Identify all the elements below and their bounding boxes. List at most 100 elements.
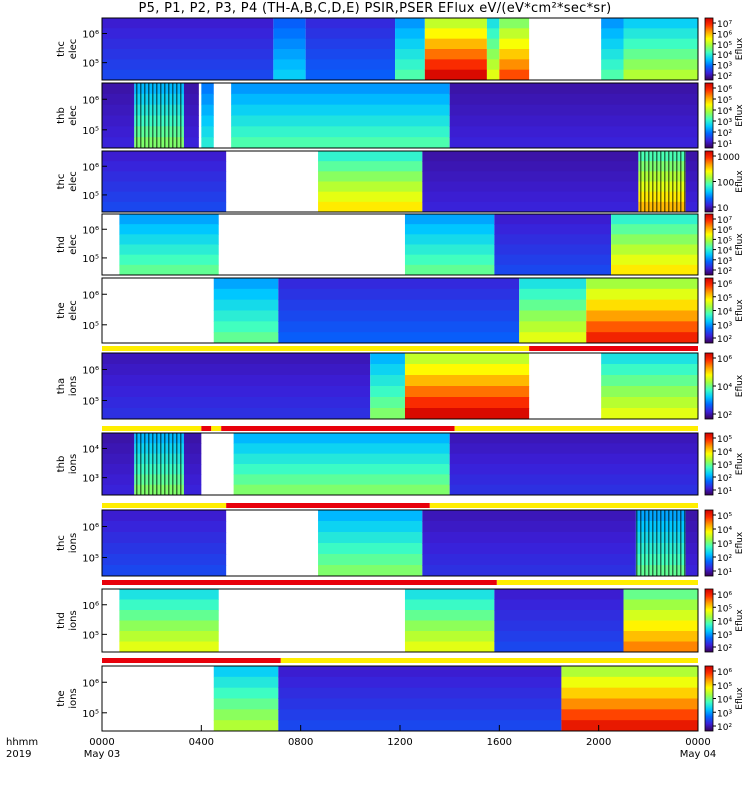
panel-6-probe-label: tha: [56, 378, 67, 394]
panel-2-colorbar-label: Eflux: [735, 104, 745, 127]
panel-5-segment-3: [519, 288, 587, 301]
panel-10-cbar-tick-1: 10⁶: [717, 668, 732, 678]
panel-4-segment-2: [404, 264, 495, 276]
panel-1-segment-8: [601, 28, 624, 40]
panel-2-segment-3: [183, 93, 199, 106]
panel-7-flag-3: [429, 503, 698, 508]
panel-4-segment-1: [119, 254, 219, 266]
panel-7-y-tick-1: 10⁴: [82, 445, 99, 456]
panel-8-segment-2: [318, 532, 423, 544]
panel-8-segment-2: [318, 554, 423, 566]
panel-8-segment-1: [102, 543, 227, 555]
panel-10-cbar-tick-4: 10³: [717, 709, 732, 719]
panel-2-segment-5: [231, 115, 450, 127]
panel-1-segment-3: [305, 49, 396, 60]
panel-1-segment-6: [486, 59, 500, 71]
panel-9-frame: [101, 588, 699, 653]
panel-5-segment-3: [519, 299, 587, 311]
panel-1-frame: [101, 17, 699, 81]
panel-7-segment-1: [102, 433, 135, 444]
panel-1-segment-2: [273, 49, 306, 60]
panel-4-segment-1: [119, 264, 219, 276]
panel-7-segment-3: [183, 453, 202, 465]
panel-8-segment-1: [102, 521, 227, 533]
panel-7-segment-5: [449, 464, 698, 475]
panel-5-segment-3: [519, 321, 587, 333]
time-tick-4: 1200: [387, 737, 412, 748]
panel-6-flag-5: [454, 426, 698, 431]
panel-1-segment-3: [305, 69, 396, 81]
panel-3-cbar-tick-2: 100: [717, 179, 734, 189]
panel-3-segment-1: [102, 151, 227, 162]
panel-6-segment-1: [102, 364, 371, 376]
panel-3-probe-label: thc: [56, 174, 67, 190]
panel-8-segment-5: [685, 554, 698, 566]
panel-4-segment-4: [611, 244, 698, 256]
panel-1-cbar-tick-2: 10⁶: [717, 30, 732, 40]
panel-3-segment-3: [422, 191, 639, 203]
panel-2-cbar-tick-6: 10¹: [717, 140, 732, 150]
panel-9-segment-3: [494, 599, 624, 611]
panel-8-frame: [101, 509, 699, 577]
panel-4-segment-1: [119, 214, 219, 225]
panel-7-segment-5: [449, 453, 698, 465]
panel-2-segment-1: [102, 137, 135, 149]
panel-4-segment-1: [119, 224, 219, 235]
panel-1-segment-8: [601, 38, 624, 50]
panel-6-colorbar: [704, 352, 714, 420]
panel-1-segment-8: [601, 18, 624, 29]
panel-4-colorbar: [704, 213, 714, 276]
panel-8-cbar-tick-5: 10¹: [717, 568, 732, 578]
panel-1-cbar-tick-3: 10⁵: [717, 41, 732, 51]
panel-9-segment-2: [404, 631, 495, 642]
panel-6-segment-1: [102, 386, 371, 398]
panel-5-segment-2: [278, 321, 520, 333]
panel-2-segment-5: [231, 83, 450, 95]
panel-6-flag-1: [102, 426, 202, 431]
panel-2-segment-6: [449, 137, 698, 149]
panel-9-cbar-tick-5: 10²: [717, 644, 732, 654]
panel-8-segment-1: [102, 532, 227, 544]
panel-6-segment-2: [370, 397, 405, 409]
panel-7-y-tick-2: 10³: [82, 474, 99, 485]
panel-3-colorbar-label: Eflux: [735, 170, 745, 193]
panel-2-cbar-tick-3: 10⁴: [717, 107, 732, 117]
panel-2-segment-6: [449, 104, 698, 116]
panel-1-segment-9: [623, 69, 698, 81]
panel-5-probe-label: the: [56, 302, 67, 318]
panel-9-segment-2: [404, 620, 495, 632]
panel-5-flag-2: [529, 346, 698, 351]
panel-7-segment-1: [102, 453, 135, 465]
panel-5-segment-1: [213, 278, 279, 290]
panel-5-colorbar: [704, 277, 714, 344]
panel-6-segment-1: [102, 353, 371, 365]
panel-7-cbar-tick-2: 10⁴: [717, 448, 732, 458]
panel-8-segment-5: [685, 521, 698, 533]
panel-1-segment-8: [601, 49, 624, 60]
panel-10-y-tick-1: 10⁶: [82, 678, 99, 689]
panel-1-segment-2: [273, 28, 306, 40]
panel-4-segment-2: [404, 224, 495, 235]
panel-10-segment-3: [561, 720, 698, 732]
panel-8-segment-4-texture: [635, 510, 686, 576]
panel-6-flag-2: [201, 426, 212, 431]
panel-4-segment-4: [611, 254, 698, 266]
panel-9-segment-4: [623, 620, 698, 632]
panel-1-probe-label: thc: [56, 41, 67, 57]
panel-5-segment-3: [519, 278, 587, 290]
panel-7-colorbar: [704, 432, 714, 496]
panel-3-cbar-tick-1: 1000: [717, 153, 740, 163]
panel-3-cbar-tick-3: 10: [717, 204, 729, 214]
date-end-label: May 04: [680, 749, 717, 760]
panel-3-segment-5: [685, 151, 698, 162]
panel-5-segment-2: [278, 332, 520, 344]
panel-9-segment-1: [119, 610, 219, 621]
panel-5-segment-2: [278, 310, 520, 322]
panel-7-segment-2-texture: [134, 433, 184, 495]
panel-3-segment-3: [422, 161, 639, 172]
panel-9-segment-2: [404, 610, 495, 621]
panel-2-segment-1: [102, 126, 135, 138]
panel-1-cbar-tick-4: 10⁴: [717, 51, 732, 61]
panel-7-species-label: ions: [68, 454, 79, 474]
panel-9-segment-3: [494, 610, 624, 621]
